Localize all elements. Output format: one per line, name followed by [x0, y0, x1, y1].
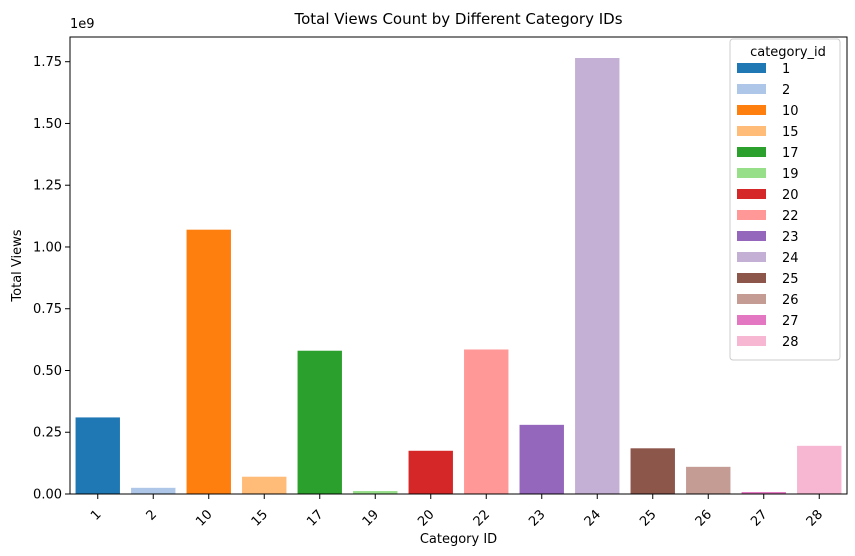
plot-frame: [69, 36, 848, 495]
y-tick-label: 1.50: [33, 117, 62, 132]
x-tick-label: 25: [637, 507, 659, 529]
legend-label: 22: [782, 209, 799, 224]
y-tick-label: 0.75: [33, 302, 62, 317]
bar-23: [519, 424, 564, 494]
legend-swatch-26: [737, 294, 766, 304]
legend-swatch-1: [737, 63, 766, 73]
legend-entries: 1 2 10 15 17 19 20 22 23 24 25 26 27 28: [737, 62, 799, 350]
legend-swatch-15: [737, 126, 766, 136]
legend-label: 28: [782, 335, 799, 350]
x-tick-label: 26: [693, 507, 715, 529]
legend-swatch-20: [737, 189, 766, 199]
bar-25: [630, 448, 675, 494]
legend-label: 17: [782, 146, 799, 161]
bar-27: [741, 492, 786, 494]
y-tick-label: 0.25: [33, 426, 62, 441]
x-tick-label: 22: [471, 507, 493, 529]
x-tick-label: 15: [249, 507, 271, 529]
y-tick-label: 0.50: [33, 364, 62, 379]
bar-15: [242, 476, 287, 494]
x-tick-label: 10: [193, 507, 215, 529]
bar-10: [186, 229, 231, 494]
y-tick-label: 1.75: [33, 55, 62, 70]
x-tick-label: 2: [144, 507, 160, 523]
bar-17: [297, 350, 342, 494]
bar-22: [464, 349, 509, 494]
legend-swatch-24: [737, 252, 766, 262]
legend-label: 26: [782, 293, 799, 308]
legend-label: 1: [782, 62, 790, 77]
legend-swatch-23: [737, 231, 766, 241]
bar-24: [575, 57, 620, 495]
y-axis-offset-label: 1e9: [70, 17, 95, 32]
y-axis-label: Total Views: [10, 229, 25, 302]
legend-label: 24: [782, 251, 799, 266]
y-tick-label: 1.00: [33, 240, 62, 255]
legend-swatch-22: [737, 210, 766, 220]
y-axis-ticks: 0.00 0.25 0.50 0.75 1.00 1.25 1.50 1.75: [33, 55, 70, 503]
legend: category_id 1 2 10 15 17 19 20 22 23 24 25 26 27 28: [729, 38, 841, 361]
legend-swatch-10: [737, 105, 766, 115]
bars-group: [75, 57, 842, 495]
bar-26: [686, 466, 731, 494]
legend-swatch-25: [737, 273, 766, 283]
legend-title: category_id: [750, 45, 826, 60]
legend-swatch-19: [737, 168, 766, 178]
bar-2: [131, 487, 176, 494]
bar-1: [75, 417, 120, 494]
x-axis-label: Category ID: [420, 532, 497, 547]
x-tick-label: 24: [582, 507, 604, 529]
legend-label: 25: [782, 272, 799, 287]
chart-title: Total Views Count by Different Category …: [293, 10, 622, 28]
x-tick-label: 19: [360, 507, 382, 529]
legend-swatch-2: [737, 84, 766, 94]
x-axis-ticks: 1 2 10 15 17 19 20 22 23 24 25 26 27 28: [88, 494, 826, 530]
x-tick-label: 23: [526, 507, 548, 529]
legend-label: 15: [782, 125, 799, 140]
x-tick-label: 28: [804, 507, 826, 529]
y-tick-label: 1.25: [33, 179, 62, 194]
bar-19: [353, 491, 398, 494]
x-tick-label: 27: [748, 507, 770, 529]
y-tick-label: 0.00: [33, 488, 62, 503]
legend-label: 19: [782, 167, 799, 182]
legend-label: 20: [782, 188, 799, 203]
bar-28: [797, 445, 842, 494]
x-tick-label: 17: [304, 507, 326, 529]
legend-swatch-27: [737, 315, 766, 325]
legend-label: 10: [782, 104, 799, 119]
legend-swatch-17: [737, 147, 766, 157]
legend-label: 27: [782, 314, 799, 329]
x-tick-label: 1: [88, 507, 104, 523]
legend-label: 2: [782, 83, 790, 98]
legend-label: 23: [782, 230, 799, 245]
bar-20: [408, 450, 453, 494]
x-tick-label: 20: [415, 507, 437, 529]
legend-swatch-28: [737, 336, 766, 346]
